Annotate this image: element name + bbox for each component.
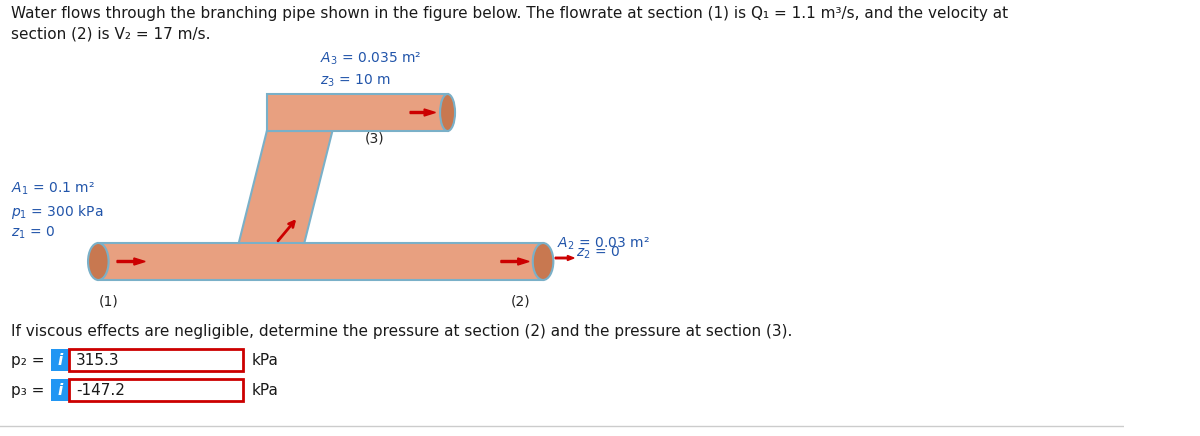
Text: -147.2: -147.2 [76,382,125,398]
Text: section (2) is V₂ = 17 m/s.: section (2) is V₂ = 17 m/s. [11,26,211,41]
Ellipse shape [440,94,455,131]
Polygon shape [269,95,330,129]
Text: p₂ =: p₂ = [11,352,44,368]
Polygon shape [98,243,544,280]
Text: (2): (2) [510,294,530,308]
Text: $A_1$ = 0.1 m²: $A_1$ = 0.1 m² [11,181,95,198]
Text: (3): (3) [365,131,385,145]
Text: i: i [58,352,62,368]
Text: i: i [58,382,62,398]
Ellipse shape [533,243,553,280]
Text: If viscous effects are negligible, determine the pressure at section (2) and the: If viscous effects are negligible, deter… [11,324,793,339]
Ellipse shape [88,243,109,280]
Text: kPa: kPa [252,382,278,398]
Text: $z_3$ = 10 m: $z_3$ = 10 m [320,73,391,89]
FancyBboxPatch shape [50,379,70,401]
Text: p₃ =: p₃ = [11,382,44,398]
Text: $z_1$ = 0: $z_1$ = 0 [11,225,55,242]
Text: $A_2$ = 0.03 m²: $A_2$ = 0.03 m² [557,236,650,252]
FancyBboxPatch shape [70,349,242,371]
Text: kPa: kPa [252,352,278,368]
Text: 315.3: 315.3 [76,352,120,368]
FancyArrow shape [410,109,436,116]
FancyArrow shape [556,255,574,260]
Text: $A_3$ = 0.035 m²: $A_3$ = 0.035 m² [320,51,421,68]
FancyBboxPatch shape [50,349,70,371]
FancyArrow shape [118,258,145,265]
Text: (1): (1) [98,294,118,308]
Polygon shape [239,131,332,243]
Text: $p_1$ = 300 kPa: $p_1$ = 300 kPa [11,203,103,221]
FancyArrow shape [500,258,529,265]
FancyBboxPatch shape [70,379,242,401]
Text: Water flows through the branching pipe shown in the figure below. The flowrate a: Water flows through the branching pipe s… [11,6,1008,21]
Text: $z_2$ = 0: $z_2$ = 0 [576,245,620,261]
Polygon shape [266,94,448,131]
Polygon shape [241,244,302,278]
